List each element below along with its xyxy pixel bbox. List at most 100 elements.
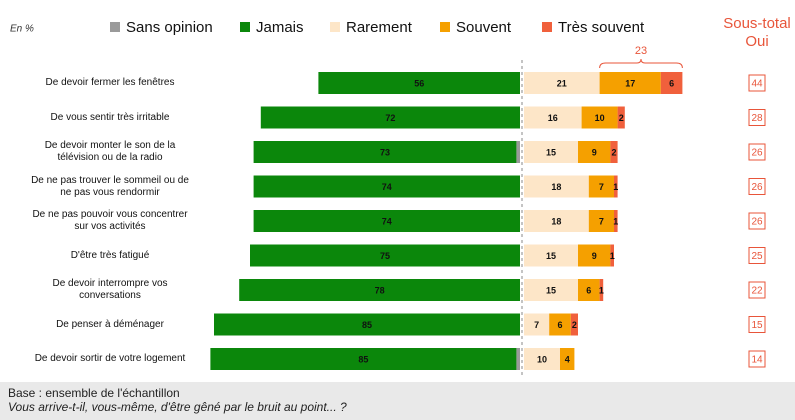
subtotal-box	[748, 212, 766, 230]
subtotal-box	[748, 316, 766, 333]
value-label: 72	[385, 113, 395, 123]
value-label: 7	[599, 216, 604, 226]
bar-segment	[524, 348, 560, 370]
value-label: 75	[380, 251, 390, 261]
subtotal-box	[748, 350, 766, 368]
category-label: D'être très fatigué	[70, 249, 150, 261]
bar-segment	[253, 175, 520, 198]
value-label: 17	[625, 78, 635, 88]
subtotal-value: 26	[751, 217, 763, 228]
value-label: 2	[619, 113, 624, 123]
value-label: 85	[362, 320, 372, 330]
subtotal-value: 44	[751, 79, 763, 90]
legend-swatch	[110, 22, 120, 32]
legend-swatch	[440, 22, 450, 32]
value-label: 1	[599, 285, 604, 295]
footer: Base : ensemble de l'échantillon Vous ar…	[0, 382, 795, 420]
value-label: 1	[613, 182, 618, 192]
value-label: 6	[557, 320, 562, 330]
category-label: De ne pas pouvoir vous concentrer sur vo…	[32, 209, 188, 232]
bar-segment	[239, 279, 520, 301]
footer-base: Base : ensemble de l'échantillon	[8, 386, 180, 400]
bar-segment	[599, 279, 604, 301]
bar-segment	[578, 279, 600, 301]
subtotal-value: 25	[751, 251, 763, 262]
bar-segment	[250, 244, 520, 267]
category-label: De devoir monter le son de la télévision…	[44, 140, 176, 163]
subtotal-value: 15	[751, 320, 763, 331]
category-label: De devoir sortir de votre logement	[34, 353, 186, 364]
legend-label: Rarement	[346, 19, 413, 36]
subtotal-box	[748, 74, 766, 92]
bar-segment	[610, 244, 614, 267]
category-label: De devoir interrompre vos conversations	[52, 278, 168, 301]
subtotal-box	[748, 247, 766, 264]
legend-swatch	[240, 22, 250, 32]
value-label: 1	[613, 216, 618, 226]
subtotal-box	[748, 178, 766, 195]
value-label: 16	[548, 113, 558, 123]
value-label: 2	[611, 147, 616, 157]
subtotal-value: 26	[751, 182, 763, 193]
bar-segment	[610, 141, 618, 163]
bar-segment	[524, 210, 589, 232]
subtotal-box	[748, 109, 766, 126]
legend-swatch	[542, 22, 552, 32]
bar-segment	[660, 72, 683, 94]
subtotal-box	[748, 143, 766, 161]
legend-label: Jamais	[256, 19, 304, 36]
bar-segment	[210, 348, 517, 370]
value-label: 1	[610, 251, 615, 261]
bar-segment	[524, 141, 578, 163]
unit-label: En %	[10, 24, 34, 35]
bar-segment	[581, 106, 618, 129]
bar-segment	[578, 141, 611, 163]
value-label: 18	[551, 216, 561, 226]
bar-segment	[599, 72, 661, 94]
subtotal-value: 28	[751, 113, 763, 124]
bar-segment	[588, 175, 614, 198]
legend-label: Sans opinion	[126, 19, 213, 36]
value-label: 15	[546, 251, 556, 261]
bar-segment	[524, 175, 589, 198]
value-label: 15	[546, 147, 556, 157]
bar-segment	[560, 348, 575, 370]
bar-segment	[524, 279, 578, 301]
bar-segment	[516, 348, 520, 370]
bar-segment	[614, 175, 618, 198]
value-label: 74	[382, 216, 392, 226]
bar-segment	[260, 106, 520, 129]
bar-segment	[214, 313, 520, 336]
value-label: 7	[599, 182, 604, 192]
subtotal-title: Sous-total	[723, 15, 791, 32]
legend-swatch	[330, 22, 340, 32]
category-label: De penser à déménager	[56, 318, 164, 330]
value-label: 7	[534, 320, 539, 330]
value-label: 73	[380, 147, 390, 157]
bar-segment	[253, 210, 520, 232]
bar-segment	[578, 244, 611, 267]
subtotal-value: 14	[751, 355, 763, 366]
value-label: 15	[546, 285, 556, 295]
bar-segment	[524, 313, 550, 336]
value-label: 6	[669, 78, 674, 88]
category-label: De ne pas trouver le sommeil ou de ne pa…	[31, 174, 189, 198]
value-label: 21	[557, 78, 567, 88]
value-label: 10	[595, 113, 605, 123]
bar-segment	[570, 313, 578, 336]
value-label: 2	[572, 320, 577, 330]
subtotal-value: 26	[751, 148, 763, 159]
bar-segment	[549, 313, 571, 336]
value-label: 4	[565, 354, 570, 364]
footer-question: Vous arrive-t-il, vous-même, d'être gêné…	[8, 400, 347, 414]
bar-segment	[253, 141, 517, 163]
bar-segment	[614, 210, 618, 232]
value-label: 9	[592, 251, 597, 261]
bar-segment	[588, 210, 614, 232]
value-label: 6	[586, 285, 591, 295]
category-label: De devoir fermer les fenêtres	[45, 77, 175, 88]
category-label: De vous sentir très irritable	[50, 111, 170, 123]
value-label: 9	[592, 147, 597, 157]
